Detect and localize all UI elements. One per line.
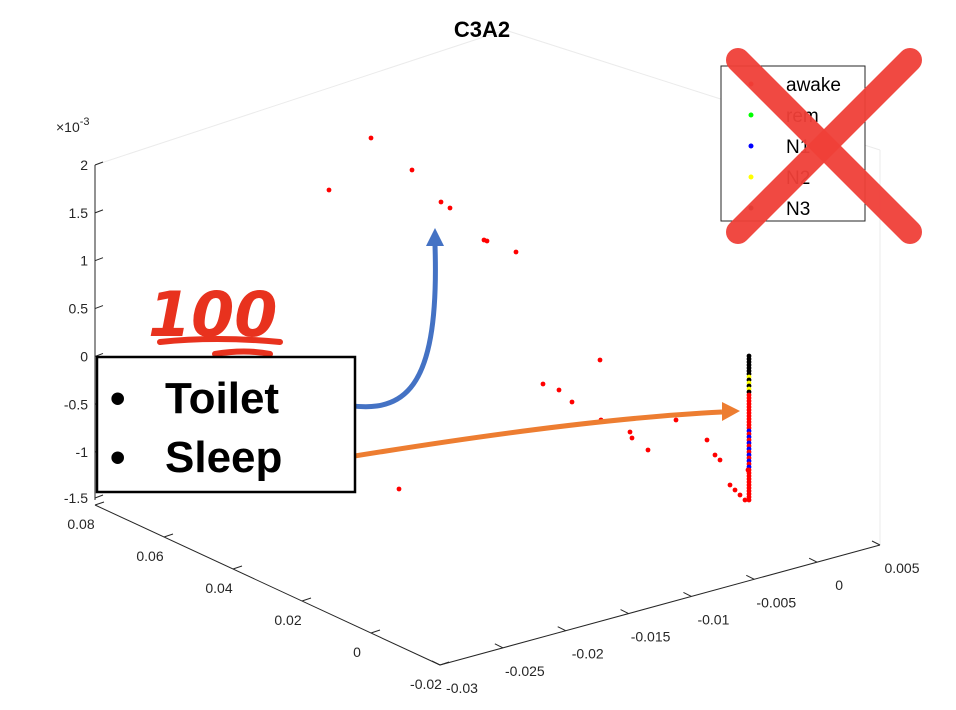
scatter-point xyxy=(513,249,519,255)
scatter-point xyxy=(742,497,748,503)
y-tick-mark xyxy=(301,597,312,602)
z-axis-exponent: ×10-3 xyxy=(56,116,90,135)
scatter-point xyxy=(409,167,415,173)
x-tick-label: -0.005 xyxy=(756,594,796,610)
x-axis: -0.03 -0.025 -0.02 -0.015 -0.01 -0.005 0 0.005 xyxy=(431,540,920,696)
z-tick-mark xyxy=(94,305,104,310)
scatter-point xyxy=(438,199,444,205)
y-tick-label: 0.04 xyxy=(205,580,232,596)
x-tick-mark xyxy=(557,626,566,632)
x-tick-mark xyxy=(431,660,441,666)
scatter-point xyxy=(627,429,633,435)
scatter-point xyxy=(727,482,733,488)
scatter-point xyxy=(556,387,562,393)
scatter-point xyxy=(540,381,546,387)
hundred-emoji-icon: 100 xyxy=(148,278,283,357)
y-tick-mark xyxy=(94,501,105,506)
legend-marker xyxy=(748,112,754,118)
x-tick-mark xyxy=(871,540,881,546)
toilet-arrowhead xyxy=(426,228,444,246)
z-tick-label: -0.5 xyxy=(64,396,88,412)
scatter-point xyxy=(645,447,651,453)
z-tick-label: 0 xyxy=(80,348,88,364)
chart-title: C3A2 xyxy=(454,17,510,42)
scatter-point xyxy=(629,435,635,441)
x-tick-mark xyxy=(683,591,692,597)
sleep-arrow xyxy=(311,409,723,466)
z-tick-mark xyxy=(94,161,104,166)
y-tick-label: 0.02 xyxy=(274,612,301,628)
cluster-point xyxy=(746,497,752,503)
scatter-point xyxy=(673,417,679,423)
x-tick-label: -0.03 xyxy=(446,680,478,696)
y-tick-mark xyxy=(163,533,174,538)
scatter-point xyxy=(447,205,453,211)
y-tick-label: 0.06 xyxy=(136,548,163,564)
x-tick-mark xyxy=(494,643,504,649)
scatter-point xyxy=(717,457,723,463)
scatter-point xyxy=(368,135,374,141)
z-tick-mark xyxy=(94,209,104,214)
scatter-point xyxy=(326,187,332,193)
x-tick-label: 0.005 xyxy=(884,560,919,576)
x-tick-label: -0.015 xyxy=(631,629,671,645)
callout-bullet-2: • xyxy=(110,433,125,482)
scatter-point xyxy=(712,452,718,458)
callout-item-sleep: Sleep xyxy=(165,433,282,482)
legend-label: N3 xyxy=(786,199,810,220)
y-tick-mark xyxy=(370,629,381,634)
y-tick-label: 0 xyxy=(353,644,361,660)
scatter-point xyxy=(737,492,743,498)
z-tick-label: 0.5 xyxy=(69,301,89,317)
callout-item-toilet: Toilet xyxy=(165,374,279,423)
y-tick-label: -0.02 xyxy=(410,676,442,692)
scatter-point xyxy=(704,437,710,443)
legend-label: awake xyxy=(786,75,841,96)
scatter-point xyxy=(484,238,490,244)
callout-bullet-1: • xyxy=(110,374,125,423)
arrows xyxy=(311,228,740,466)
x-tick-mark xyxy=(808,557,818,563)
z-tick-label: 1 xyxy=(80,253,88,269)
legend-marker xyxy=(748,143,754,149)
x-tick-label: -0.02 xyxy=(572,646,604,662)
callout-box: • Toilet • Sleep xyxy=(95,355,357,494)
x-tick-label: -0.01 xyxy=(697,611,729,627)
scatter-point xyxy=(569,399,575,405)
y-axis: 0.08 0.06 0.04 0.02 0 -0.02 xyxy=(67,501,450,692)
z-tick-mark xyxy=(94,257,104,262)
z-tick-label: -1.5 xyxy=(64,490,88,506)
scatter-point xyxy=(745,467,751,473)
z-tick-mark xyxy=(94,494,104,499)
z-tick-label: 2 xyxy=(80,157,88,173)
z-tick-label: -1 xyxy=(76,444,89,460)
x-tick-label: -0.025 xyxy=(505,663,545,679)
scatter-point xyxy=(597,357,603,363)
scatter-point xyxy=(732,487,738,493)
scatter-point xyxy=(396,486,402,492)
y-tick-mark xyxy=(232,565,243,570)
x-tick-mark xyxy=(620,609,629,615)
sleep-arrowhead xyxy=(722,402,740,421)
x-tick-mark xyxy=(746,574,755,580)
x-tick-label: 0 xyxy=(835,577,843,593)
y-tick-label: 0.08 xyxy=(67,516,94,532)
legend-marker xyxy=(748,174,754,180)
cross-out-icon xyxy=(726,48,922,244)
z-tick-label: 1.5 xyxy=(69,205,89,221)
